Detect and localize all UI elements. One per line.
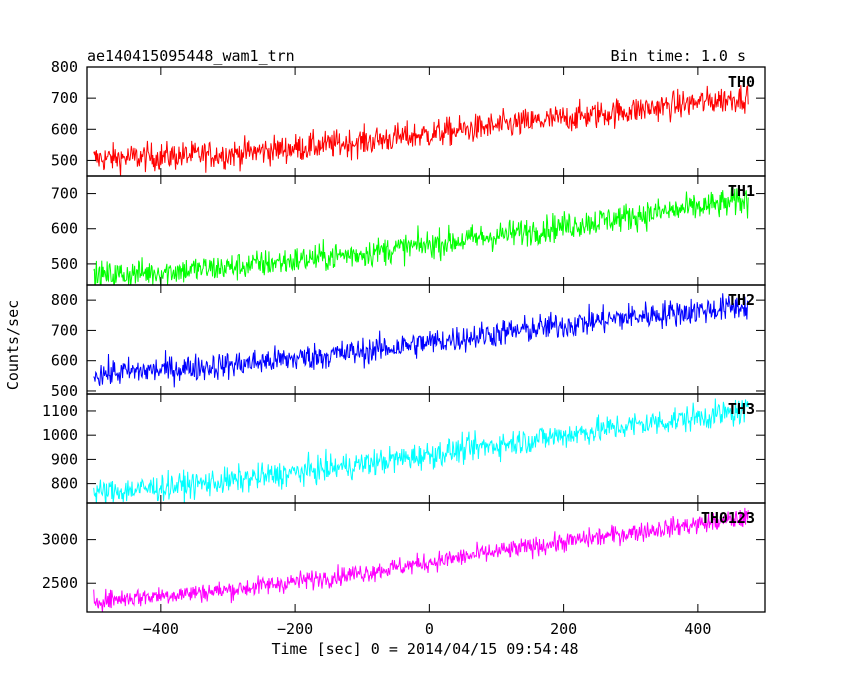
chart-title: ae140415095448_wam1_trn [87, 47, 295, 65]
y-axis-title: Counts/sec [4, 300, 22, 390]
panel-label-th0123: TH0123 [701, 509, 755, 527]
y-tick-label-th2: 500 [51, 382, 78, 400]
y-tick-label-th3: 1100 [42, 402, 78, 420]
panel-frame-th1 [86, 175, 766, 286]
y-tick-label-th1: 700 [51, 185, 78, 203]
x-tick-label: −400 [143, 620, 179, 638]
panels-group: 500 600 700 800 TH0 500 600 700 TH1 500 600 700 800 T… [42, 58, 766, 638]
x-tick-label: 400 [684, 620, 711, 638]
y-tick-label-th3: 1000 [42, 426, 78, 444]
x-tick-label: −200 [277, 620, 313, 638]
y-tick-label-th0123: 3000 [42, 531, 78, 549]
y-tick-label-th1: 600 [51, 220, 78, 238]
panel-frame-th2 [86, 284, 766, 395]
y-tick-label-th2: 800 [51, 291, 78, 309]
series-line-th2 [93, 293, 749, 388]
x-axis-title: Time [sec] 0 = 2014/04/15 09:54:48 [271, 640, 578, 658]
y-tick-label-th2: 700 [51, 321, 78, 339]
y-tick-label-th1: 500 [51, 255, 78, 273]
y-tick-label-th3: 800 [51, 475, 78, 493]
y-tick-label-th0: 600 [51, 120, 78, 138]
series-line-th0123 [93, 507, 749, 612]
x-tick-label: 200 [550, 620, 577, 638]
panel-label-th1: TH1 [728, 182, 755, 200]
y-tick-label-th0: 800 [51, 58, 78, 76]
y-tick-label-th2: 600 [51, 352, 78, 370]
panel-label-th3: TH3 [728, 400, 755, 418]
bin-time-label: Bin time: 1.0 s [611, 47, 746, 65]
series-line-th3 [93, 398, 749, 503]
series-line-th0 [93, 85, 749, 176]
panel-label-th0: TH0 [728, 73, 755, 91]
y-tick-label-th0123: 2500 [42, 574, 78, 592]
y-tick-label-th3: 900 [51, 450, 78, 468]
series-line-th1 [93, 187, 749, 285]
x-tick-label: 0 [425, 620, 434, 638]
panel-label-th2: TH2 [728, 291, 755, 309]
y-tick-label-th0: 500 [51, 151, 78, 169]
y-tick-label-th0: 700 [51, 89, 78, 107]
panel-frame-th0123 [86, 502, 766, 613]
panel-frame-th0 [86, 66, 766, 177]
